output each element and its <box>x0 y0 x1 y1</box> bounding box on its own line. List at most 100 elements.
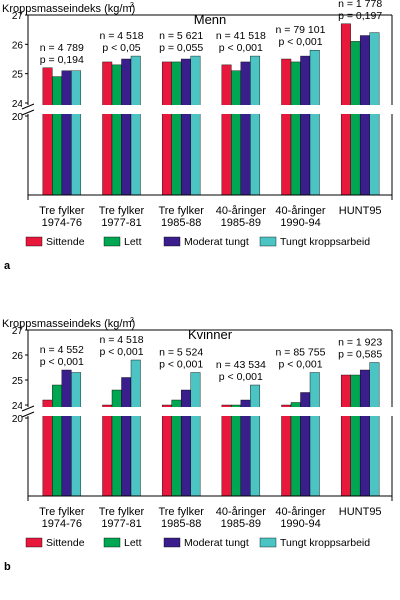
legend-label: Lett <box>124 537 142 549</box>
n-annotation: n = 41 518 <box>216 30 266 42</box>
bar-moderat-tungt <box>359 369 370 497</box>
category-sublabel: 1977-81 <box>101 217 141 229</box>
legend-label: Sittende <box>46 537 85 549</box>
y-axis-label: Kroppsmasseindeks (kg/m) <box>2 318 135 330</box>
bar-moderat-tungt <box>180 58 191 196</box>
p-annotation: p = 0,197 <box>338 10 382 22</box>
bar-sittende <box>161 404 172 497</box>
bar-lett <box>231 70 242 196</box>
y-tick-label: 20 <box>12 414 24 425</box>
chart-panel-b: Kroppsmasseindeks (kg/m)2 Kvinner 20 24 25 26… <box>2 317 398 573</box>
n-annotation: n = 4 789 <box>40 42 84 54</box>
p-annotation: p = 0,194 <box>40 54 84 66</box>
p-annotation: p < 0,001 <box>278 36 322 48</box>
bar-tungt-kroppsarbeid <box>71 372 82 497</box>
bar-tungt-kroppsarbeid <box>309 372 320 497</box>
p-annotation: p < 0,05 <box>102 42 140 54</box>
axis-break-mark <box>21 109 35 116</box>
p-annotation: p < 0,001 <box>219 371 263 383</box>
category-sublabel: 1990-94 <box>280 217 320 229</box>
bar-sittende <box>281 58 292 196</box>
y-tick-label: 27 <box>12 11 24 22</box>
axis-break-mark <box>21 405 35 412</box>
n-annotation: n = 4 552 <box>40 344 84 356</box>
legend-label: Tungt kroppsarbeid <box>280 537 370 549</box>
bar-lett <box>231 404 242 497</box>
bar-lett <box>52 384 63 497</box>
bar-tungt-kroppsarbeid <box>71 70 82 196</box>
n-annotation: n = 1 923 <box>338 337 382 349</box>
category-sublabel: 1985-88 <box>161 217 201 229</box>
legend-label: Tungt kroppsarbeid <box>280 236 370 248</box>
category-label: 40-åringer <box>275 506 325 518</box>
category-label: Tre fylker <box>99 506 145 518</box>
bar-tungt-kroppsarbeid <box>130 359 141 497</box>
bar-sittende <box>221 64 232 196</box>
legend-swatch <box>25 537 43 548</box>
bar-moderat-tungt <box>180 389 191 497</box>
category-sublabel: 1974-76 <box>42 518 82 530</box>
bar-sittende <box>102 404 113 497</box>
y-axis-label: Kroppsmasseindeks (kg/m) <box>2 3 135 15</box>
category-sublabel: 1974-76 <box>42 217 82 229</box>
bar-moderat-tungt <box>61 369 72 497</box>
bar-lett <box>111 389 122 497</box>
p-annotation: p < 0,001 <box>278 359 322 371</box>
y-tick-label: 25 <box>12 70 24 81</box>
bar-lett <box>290 402 301 497</box>
bar-lett <box>350 41 361 196</box>
category-label: Tre fylker <box>39 205 85 217</box>
bar-tungt-kroppsarbeid <box>190 55 201 196</box>
legend-swatch <box>103 537 121 548</box>
bar-moderat-tungt <box>240 61 251 196</box>
bar-sittende <box>42 67 53 196</box>
bar-lett <box>350 374 361 497</box>
n-annotation: n = 43 534 <box>216 359 266 371</box>
bar-sittende <box>340 374 351 497</box>
p-annotation: p < 0,001 <box>40 356 84 368</box>
bar-sittende <box>102 61 113 196</box>
bar-lett <box>171 61 182 196</box>
bar-sittende <box>221 404 232 497</box>
bar-moderat-tungt <box>359 35 370 196</box>
legend-swatch <box>25 236 43 247</box>
category-label: Tre fylker <box>158 506 204 518</box>
p-annotation: p < 0,001 <box>219 42 263 54</box>
bar-lett <box>290 61 301 196</box>
n-annotation: n = 4 518 <box>99 30 143 42</box>
bar-tungt-kroppsarbeid <box>250 55 261 196</box>
bar-sittende <box>281 404 292 497</box>
bar-lett <box>111 64 122 196</box>
bar-moderat-tungt <box>300 55 311 196</box>
n-annotation: n = 79 101 <box>276 24 326 36</box>
bar-tungt-kroppsarbeid <box>250 384 261 497</box>
legend-swatch <box>163 537 181 548</box>
y-tick-label: 20 <box>12 112 24 123</box>
legend-label: Lett <box>124 236 142 248</box>
category-label: 40-åringer <box>216 205 266 217</box>
bar-moderat-tungt <box>121 377 132 497</box>
category-label: HUNT95 <box>339 506 382 518</box>
bar-sittende <box>161 61 172 196</box>
chart-panel-a: Kroppsmasseindeks (kg/m)2 Menn 20 24 25 26 27 n… <box>2 0 398 272</box>
category-label: Tre fylker <box>39 506 85 518</box>
category-sublabel: 1977-81 <box>101 518 141 530</box>
p-annotation: p < 0,001 <box>159 359 203 371</box>
legend-label: Moderat tungt <box>184 537 249 549</box>
n-annotation: n = 1 778 <box>338 0 382 10</box>
legend-swatch <box>259 537 277 548</box>
category-label: Tre fylker <box>158 205 204 217</box>
axis-break-band <box>22 407 398 416</box>
chart-title: Kvinner <box>188 327 233 342</box>
category-sublabel: 1985-89 <box>221 217 261 229</box>
y-tick-label: 24 <box>12 401 24 412</box>
bar-moderat-tungt <box>61 70 72 196</box>
axis-break-mark <box>21 103 35 110</box>
bar-tungt-kroppsarbeid <box>130 55 141 196</box>
y-tick-label: 26 <box>12 351 24 362</box>
n-annotation: n = 85 755 <box>276 347 326 359</box>
axis-break-mark <box>21 411 35 418</box>
y-tick-label: 27 <box>12 326 24 337</box>
y-tick-label: 26 <box>12 40 24 51</box>
